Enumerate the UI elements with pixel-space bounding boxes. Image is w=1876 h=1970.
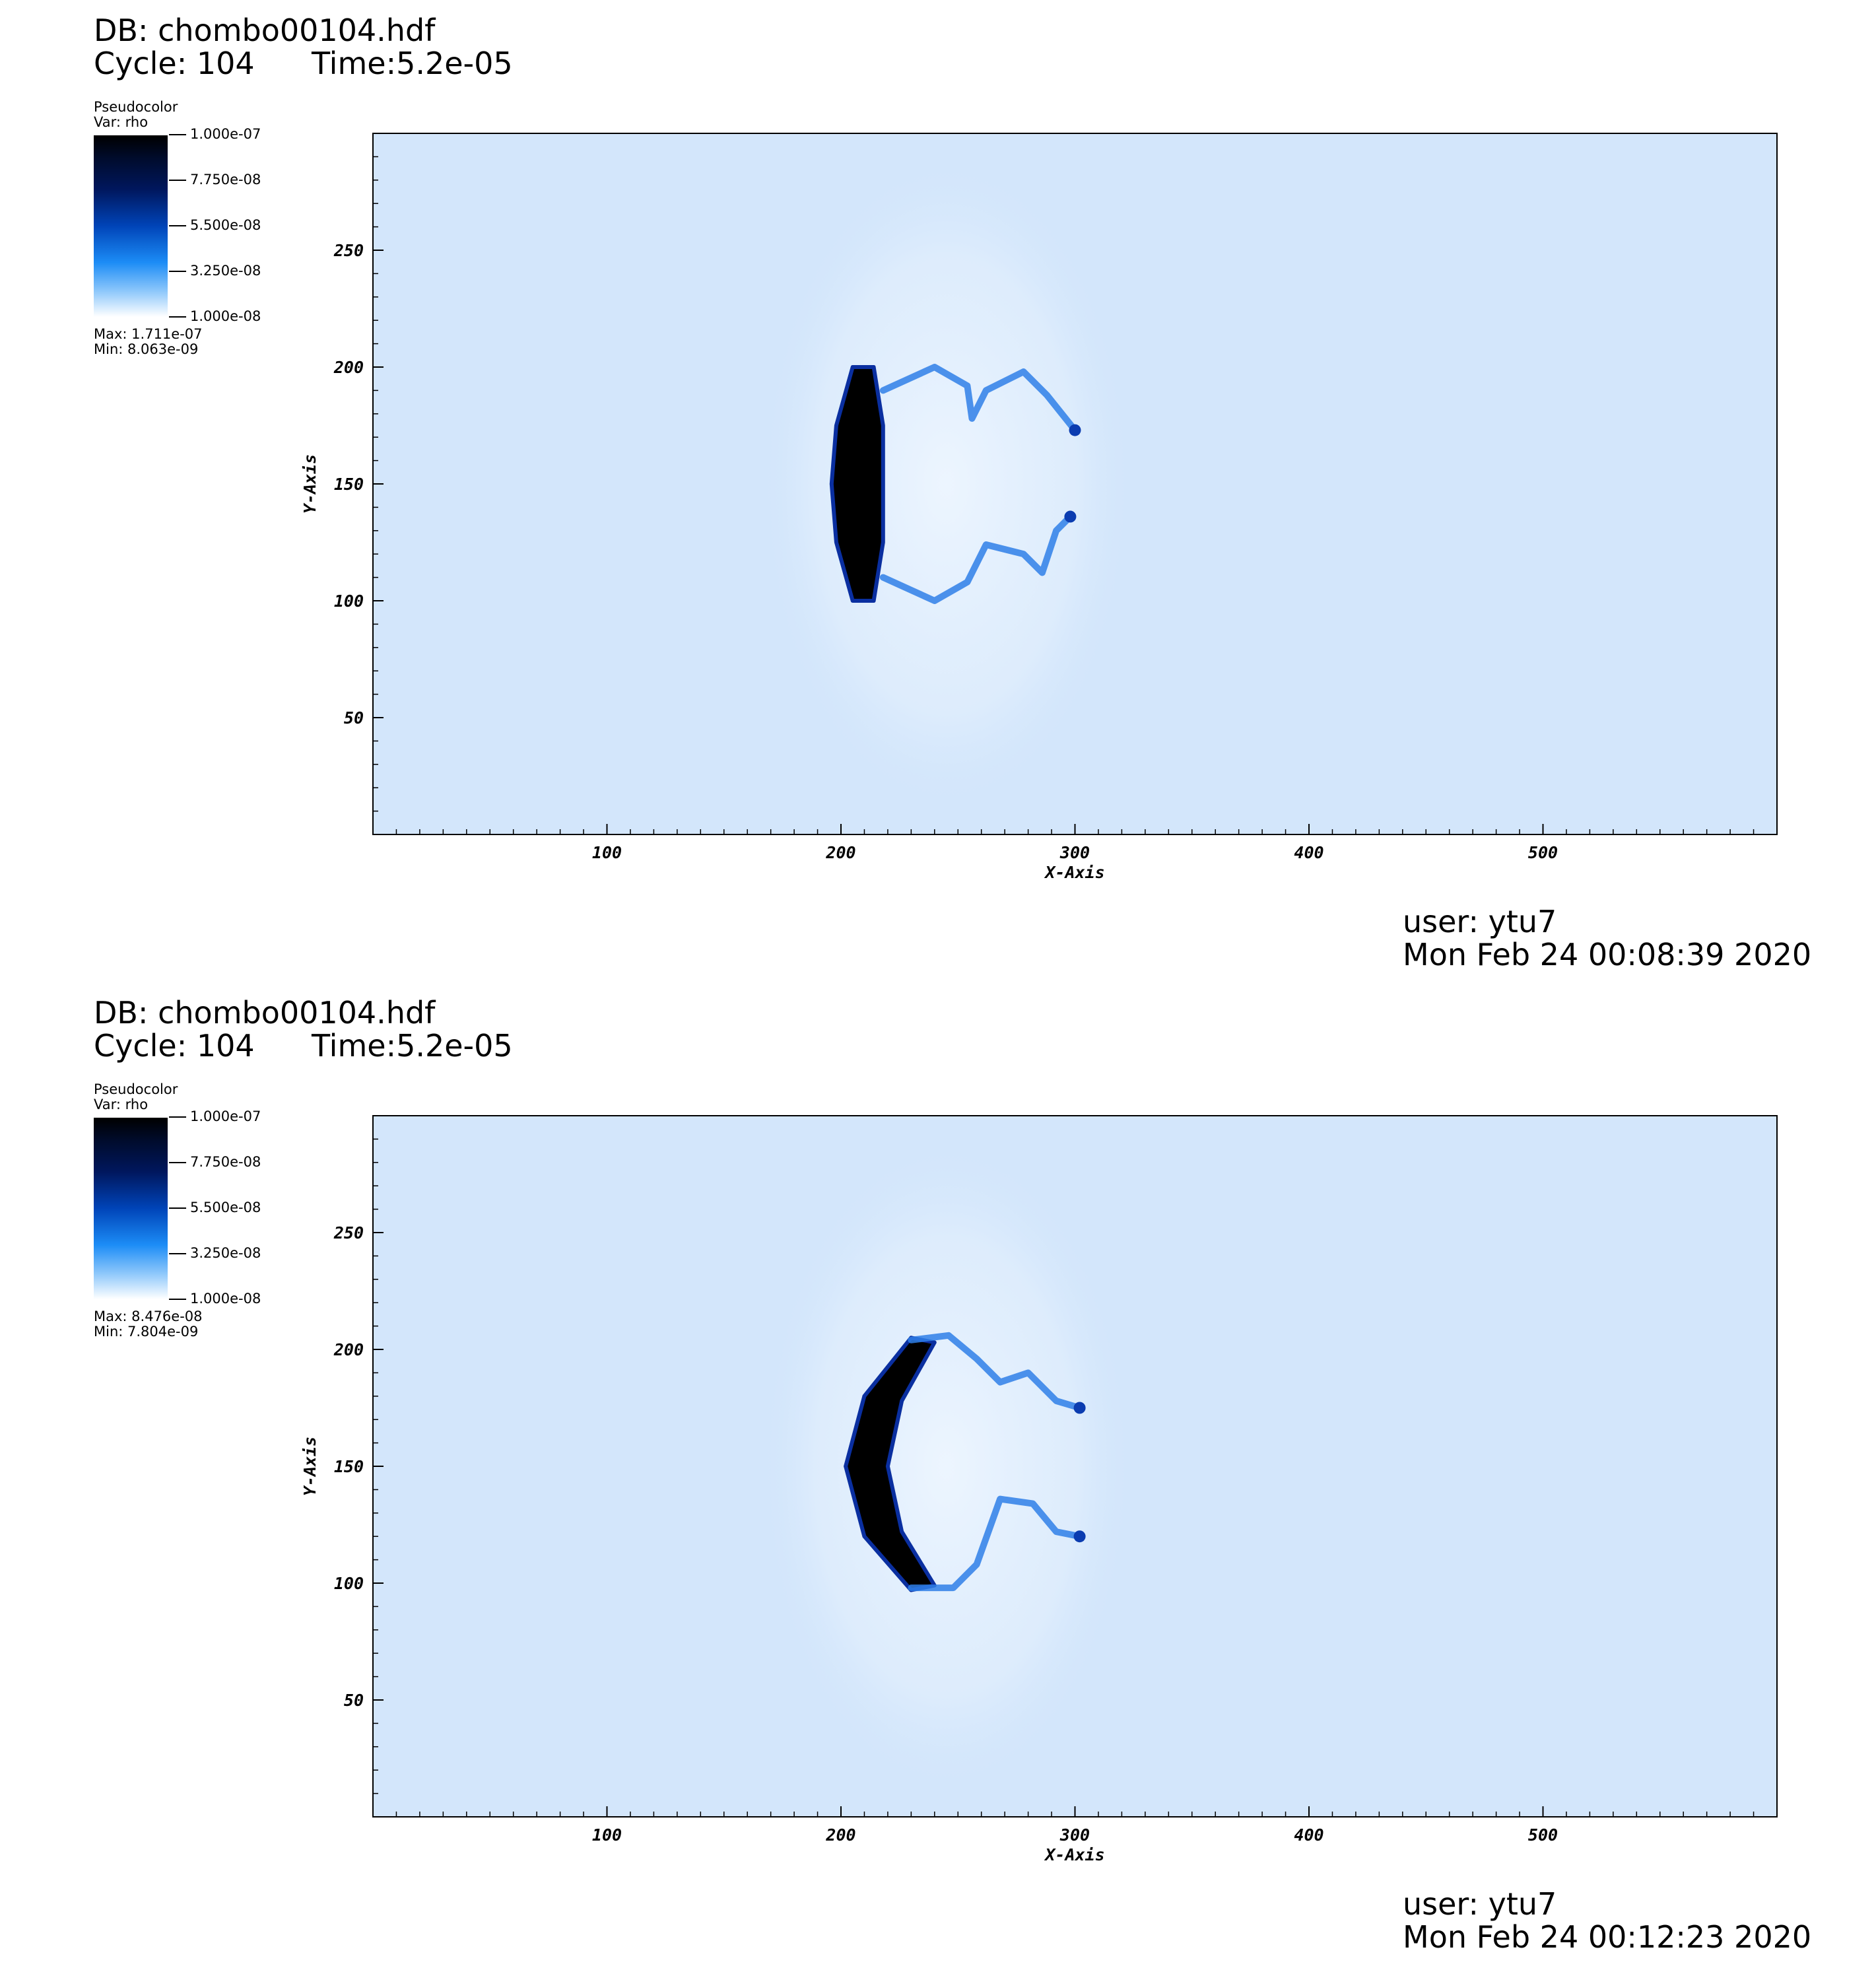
time-label: Time:5.2e-05 [312,1028,513,1064]
colorbar-tick-label: 5.500e-08 [190,1200,261,1215]
colorbar-tick-label: 1.000e-07 [190,1108,261,1124]
cycle-label: Cycle: 104 [94,46,255,81]
colorbar-tick [169,271,186,272]
density-field [758,156,1134,811]
legend-max: Max: 8.476e-08 [94,1308,203,1324]
x-tick-label: 200 [825,843,855,862]
time-label: Time:5.2e-05 [312,46,513,81]
db-name: DB: chombo00104.hdf [94,995,436,1031]
vortex-tip [1073,1530,1086,1543]
x-tick-label: 500 [1528,1825,1558,1845]
x-axis-title: X-Axis [1044,1845,1104,1864]
colorbar-tick-label: 7.750e-08 [190,1154,261,1170]
plot-area: 100 200 300 400 500 50 100 150 200 250 X-Axis Y-Axi… [300,133,1778,882]
colorbar-tick-label: 3.250e-08 [190,263,261,279]
y-tick-label: 150 [334,1457,364,1476]
y-tick-label: 50 [344,1691,364,1710]
colorbar-tick-label: 3.250e-08 [190,1245,261,1261]
legend-title: Pseudocolor [94,1081,178,1097]
plot-panel-1: DB: chombo00104.hdf Cycle: 104 Time:5.2e… [0,0,1876,977]
plot-panel-2: DB: chombo00104.hdf Cycle: 104 Time:5.2e… [0,982,1876,1959]
colorbar-tick [169,180,186,181]
y-tick-label: 150 [334,475,364,494]
colorbar-tick-label: 1.000e-07 [190,126,261,142]
colorbar-tick-label: 1.000e-08 [190,308,261,324]
colorbar [94,135,168,317]
colorbar-tick [169,1299,186,1300]
x-tick-label: 300 [1059,1825,1090,1845]
colorbar-tick-label: 7.750e-08 [190,172,261,187]
colorbar-tick [169,1162,186,1163]
x-tick-label: 400 [1294,1825,1323,1845]
user-label: user: ytu7 [1403,1886,1557,1922]
y-tick-label: 100 [334,592,364,611]
date-label: Mon Feb 24 00:12:23 2020 [1403,1919,1812,1955]
colorbar-tick-label: 1.000e-08 [190,1291,261,1307]
vortex-tail [879,364,1079,434]
density-front [829,365,885,603]
y-axis-title: Y-Axis [300,1437,319,1496]
x-tick-label: 300 [1059,843,1090,862]
colorbar-tick [169,1253,186,1254]
y-tick-label: 200 [333,1340,364,1359]
colorbar-tick [169,134,186,135]
legend-min: Min: 7.804e-09 [94,1324,199,1340]
x-tick-label: 200 [825,1825,855,1845]
y-tick-label: 50 [344,708,364,728]
colorbar [94,1118,168,1299]
colorbar-tick [169,1207,186,1209]
y-tick-label: 100 [334,1574,364,1593]
shock-halo [758,156,1134,811]
user-label: user: ytu7 [1403,904,1557,939]
vortex-tip [1073,1402,1086,1414]
colorbar-tick [169,1116,186,1118]
colorbar-tick-label: 5.500e-08 [190,217,261,233]
shock-halo [758,1139,1134,1794]
x-axis-title: X-Axis [1044,863,1104,882]
vortex-tail [908,1332,1083,1411]
date-label: Mon Feb 24 00:08:39 2020 [1403,937,1812,972]
vortex-tip [1069,424,1081,436]
y-axis-title: Y-Axis [300,454,319,514]
density-field [758,1139,1134,1794]
x-tick-label: 400 [1294,843,1323,862]
legend-min: Min: 8.063e-09 [94,341,199,357]
x-tick-label: 100 [592,843,622,862]
x-tick-label: 100 [592,1825,622,1845]
y-tick-label: 250 [333,1223,364,1242]
vortex-tail [908,1495,1083,1592]
y-tick-label: 250 [333,241,364,260]
legend-var: Var: rho [94,114,149,130]
colorbar-tick [169,225,186,226]
legend-var: Var: rho [94,1097,149,1112]
legend-max: Max: 1.711e-07 [94,326,203,342]
plot-area: 100 200 300 400 500 50 100 150 200 250 X-Axis Y-Axi… [300,1115,1778,1864]
db-name: DB: chombo00104.hdf [94,13,436,48]
y-tick-label: 200 [333,358,364,377]
cycle-label: Cycle: 104 [94,1028,255,1064]
legend-title: Pseudocolor [94,99,178,115]
vortex-tail [879,513,1074,604]
vortex-tip [1064,510,1077,523]
colorbar-tick [169,316,186,318]
x-tick-label: 500 [1528,843,1558,862]
